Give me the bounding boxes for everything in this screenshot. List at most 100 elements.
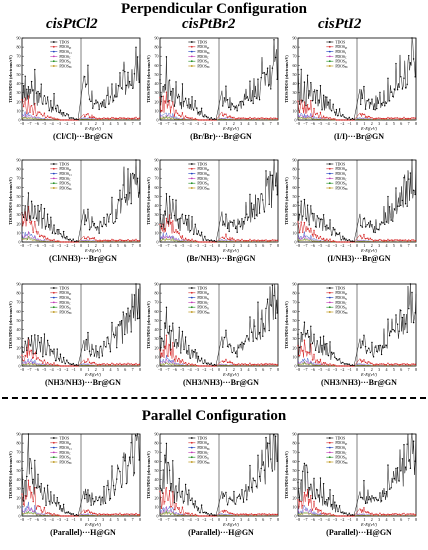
series-tdos-point [273,294,275,297]
series-tdos-point [374,497,376,499]
series-pdos-pt-point [265,362,267,365]
series-pdos-pt-point [302,349,304,352]
series-tdos-point [114,334,116,336]
series-pdos-pt-point [45,116,47,119]
series-pdos-pt-point [310,495,312,497]
series-tdos-point [77,364,79,366]
series-tdos-point [324,501,326,503]
x-tick-label: 5 [393,243,395,248]
series-pdos-pt-point [125,363,128,365]
legend-label: PDOSN [59,456,71,461]
series-tdos-point [254,325,256,327]
series-tdos-point [114,488,116,491]
series-tdos-point [27,433,30,435]
series-pdos-pt-point [230,239,232,241]
series-tdos-point [125,313,128,315]
series-tdos-point [225,491,227,494]
series-tdos-point [77,240,79,242]
series-tdos-point [213,239,216,242]
series-pdos-pt-point [257,239,259,241]
x-tick-label: −6 [173,121,177,126]
series-pdos-pt-point [100,240,102,242]
series-tdos-point [34,334,36,336]
series-tdos-point [159,79,161,81]
series-pdos-pt-point [54,364,57,366]
series-pdos-pt-point [265,239,267,241]
column-heading-pti2: cisPtI2 [318,16,362,32]
series-tdos-point [395,187,397,189]
legend-label: TDOS [59,162,69,166]
series-pdos-pt-point [247,239,250,242]
series-tdos-point [204,114,206,116]
series-tdos-point [22,216,25,219]
series-tdos-point [411,291,413,294]
series-tdos-point [306,471,309,473]
series-pdos-pt-point [241,117,243,119]
series-pdos-pt-point [316,508,318,511]
series-tdos-point [258,212,261,214]
series-pdos-pt-point [332,118,334,120]
series-pdos-pt-point [26,112,28,114]
series-pdos-pt-point [242,240,245,242]
series-pdos-pt-point [351,119,354,121]
series-pdos-pt-point [37,357,39,359]
series-tdos-point [100,221,102,223]
legend-label: PDOSPt [197,167,209,172]
series-tdos-point [371,224,373,226]
series-tdos-point [111,196,113,199]
series-tdos-point [225,213,227,215]
series-tdos-point [117,198,120,201]
series-tdos-line [297,433,417,516]
series-pdos-pt-point [87,236,89,238]
series-pdos-pt-point [197,119,200,121]
x-tick-label: 4 [386,243,388,248]
series-tdos-point [223,495,226,497]
x-tick-label: −2 [202,121,206,126]
series-pdos-pt-point [165,487,168,489]
series-tdos-point [66,113,68,115]
series-pdos-pt-point [398,364,400,366]
series-tdos-point [265,73,267,76]
x-tick-label: 8 [139,243,141,248]
series-pdos-pt-point [390,239,392,241]
series-pdos-pt-point [351,365,354,367]
series-pdos-pt-point [244,363,246,365]
series-tdos-point [409,283,412,285]
x-tick-label: 3 [240,243,242,248]
series-pdos-pt-point [403,239,405,241]
x-tick-label: 8 [415,121,417,126]
series-tdos-point [77,118,79,121]
series-pdos-pt-point [184,115,187,117]
series-tdos-point [390,91,392,93]
series-pdos-pt-point [273,239,275,241]
series-tdos-point [130,202,132,205]
series-pdos-pt-point [119,362,121,365]
series-pdos-pt-point [338,515,341,517]
series-tdos-point [125,482,128,485]
series-pdos-pt-point [404,363,407,366]
series-pdos-pt-point [191,512,193,515]
series-pdos-pt-point [106,240,108,242]
series-pdos-pt-point [199,515,201,517]
series-tdos-point [396,205,399,207]
x-tick-label: −5 [42,517,46,522]
series-pdos-pt-point [236,117,238,120]
series-tdos-point [27,192,30,194]
x-tick-label: −7 [303,121,307,126]
series-pdos-pt-point [32,500,34,503]
series-tdos-point [255,485,258,488]
series-pdos-pt-point [159,490,161,492]
series-tdos-point [376,107,378,110]
series-pdos-pt-point [403,512,405,515]
series-tdos-point [300,68,302,71]
series-pdos-pt-point [127,513,129,515]
legend-marker [52,296,55,299]
series-tdos-point [340,239,342,241]
y-tick-label: 40 [293,81,297,86]
series-pdos-pt-point [124,513,126,516]
series-pdos-pt-point [249,116,251,119]
series-pdos-pt-point [59,515,62,517]
series-pdos-pt-point [160,109,163,112]
series-tdos-point [369,498,372,500]
